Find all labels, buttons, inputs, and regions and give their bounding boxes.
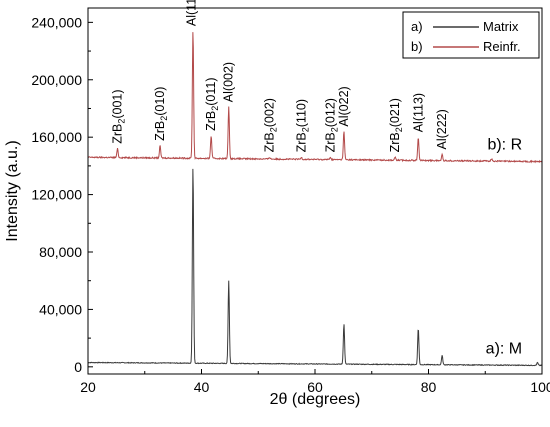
peak-label-suffix: (002) [263, 98, 277, 127]
series-label-0: a): M [486, 340, 522, 357]
y-tick-label: 40,000 [39, 301, 82, 317]
peak-label-base: Al(022) [337, 86, 351, 126]
peak-label-base: ZrB [153, 121, 167, 141]
peak-label: ZrB2(110) [294, 99, 310, 152]
y-tick-label: 200,000 [31, 72, 82, 88]
peak-label-subscript: 2 [210, 106, 220, 111]
series-labels: a): M b): R [486, 137, 522, 358]
legend-label: Reinfr. [483, 39, 521, 54]
peak-label-base: ZrB [323, 132, 337, 152]
series-layer [87, 32, 543, 367]
peak-label-base: ZrB [263, 132, 277, 152]
y-axis-title: Intensity (a.u.) [4, 140, 21, 241]
y-tick-label: 240,000 [31, 14, 82, 30]
peak-label-subscript: 2 [329, 127, 339, 132]
peak-label-base: Al(113) [411, 93, 425, 132]
peak-label: Al(113) [411, 93, 425, 132]
peak-label-suffix: (110) [294, 99, 308, 127]
y-tick-label: 80,000 [39, 244, 82, 260]
peak-label-suffix: (021) [388, 98, 402, 127]
legend: a) Matrix b) Reinfr. [402, 11, 540, 59]
y-tick-label: 0 [74, 359, 82, 375]
x-axis-title: 2θ (degrees) [270, 391, 361, 408]
plot-frame [87, 7, 543, 375]
peak-label-suffix: (011) [204, 77, 218, 105]
peak-label-subscript: 2 [394, 127, 404, 132]
peak-label-subscript: 2 [269, 127, 279, 132]
peak-label-base: Al(002) [222, 62, 236, 102]
peak-label-base: Al(111) [184, 0, 198, 26]
y-tick-label: 160,000 [31, 129, 82, 145]
legend-prefix: b) [411, 39, 423, 54]
legend-label: Matrix [483, 19, 519, 34]
peak-label-subscript: 2 [117, 119, 127, 124]
x-tick-label: 20 [80, 379, 96, 395]
x-tick-label: 60 [307, 379, 323, 395]
y-tick-label: 120,000 [31, 187, 82, 203]
peak-label-base: ZrB [294, 132, 308, 152]
peak-label-suffix: (012) [323, 98, 337, 127]
peak-label-base: ZrB [204, 111, 218, 131]
legend-prefix: a) [411, 19, 423, 34]
peak-label-suffix: (010) [153, 87, 167, 116]
peak-label-base: Al(222) [435, 109, 449, 149]
y-axis: 0 40,000 80,000 120,000 160,000 200,000 240,00… [31, 14, 93, 375]
peak-label: Al(111) [184, 0, 198, 26]
peak-label: Al(222) [435, 109, 449, 149]
x-tick-label: 80 [421, 379, 437, 395]
peak-label: ZrB2(002) [263, 98, 279, 152]
peak-label-suffix: (001) [111, 89, 125, 118]
peak-label-subscript: 2 [159, 116, 169, 121]
x-tick-label: 100 [530, 379, 550, 395]
peak-label: ZrB2(001) [111, 89, 127, 143]
peak-label: ZrB2(021) [388, 98, 404, 152]
peak-label: Al(002) [222, 62, 236, 102]
peak-label-subscript: 2 [300, 127, 310, 132]
series-line-0 [87, 168, 543, 367]
peak-annotations: ZrB2(001)ZrB2(010)Al(111)ZrB2(011) Al(002… [111, 0, 450, 152]
peak-label: ZrB2(010) [153, 87, 169, 141]
peak-label: ZrB2(011) [204, 77, 220, 130]
peak-label-base: ZrB [388, 132, 402, 152]
series-line-1 [87, 32, 543, 164]
x-axis: 20 40 60 80 100 [80, 369, 550, 395]
peak-label: Al(022) [337, 86, 351, 126]
peak-label-base: ZrB [111, 124, 125, 144]
legend-box [402, 11, 540, 59]
peak-label: ZrB2(012) [323, 98, 339, 152]
series-label-1: b): R [487, 137, 522, 154]
x-tick-label: 40 [194, 379, 210, 395]
